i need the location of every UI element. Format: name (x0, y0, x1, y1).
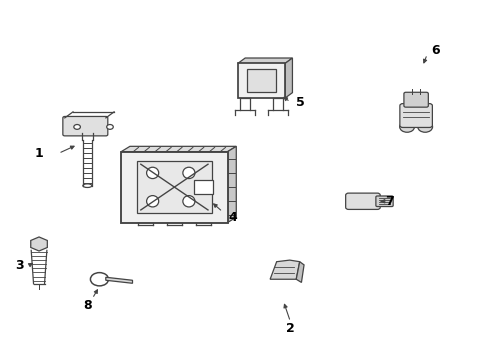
Text: 4: 4 (227, 211, 236, 224)
Text: 8: 8 (83, 299, 92, 312)
Text: 7: 7 (385, 195, 393, 208)
Circle shape (399, 121, 414, 132)
Bar (193, 180, 213, 194)
Ellipse shape (146, 195, 159, 207)
Polygon shape (237, 58, 292, 63)
Bar (137, 161, 211, 213)
Circle shape (106, 125, 113, 129)
FancyBboxPatch shape (399, 104, 431, 127)
Text: 6: 6 (430, 44, 439, 57)
FancyBboxPatch shape (63, 117, 107, 136)
Bar (237, 63, 285, 98)
FancyBboxPatch shape (375, 196, 392, 207)
Text: 5: 5 (295, 95, 304, 108)
Circle shape (90, 273, 108, 286)
FancyBboxPatch shape (403, 92, 427, 107)
Polygon shape (105, 277, 132, 283)
Circle shape (74, 125, 80, 129)
Polygon shape (285, 58, 292, 98)
Polygon shape (31, 237, 47, 251)
Circle shape (417, 121, 432, 132)
Bar (121, 152, 227, 222)
Polygon shape (227, 146, 236, 222)
Text: 1: 1 (35, 147, 43, 160)
Text: 3: 3 (15, 258, 24, 271)
Ellipse shape (183, 167, 195, 179)
Ellipse shape (146, 167, 159, 179)
Bar (246, 69, 275, 92)
Polygon shape (121, 146, 236, 152)
Ellipse shape (82, 184, 92, 188)
Ellipse shape (183, 195, 195, 207)
Polygon shape (269, 260, 299, 279)
Polygon shape (296, 262, 304, 283)
FancyBboxPatch shape (345, 193, 380, 210)
Text: 2: 2 (285, 322, 294, 336)
